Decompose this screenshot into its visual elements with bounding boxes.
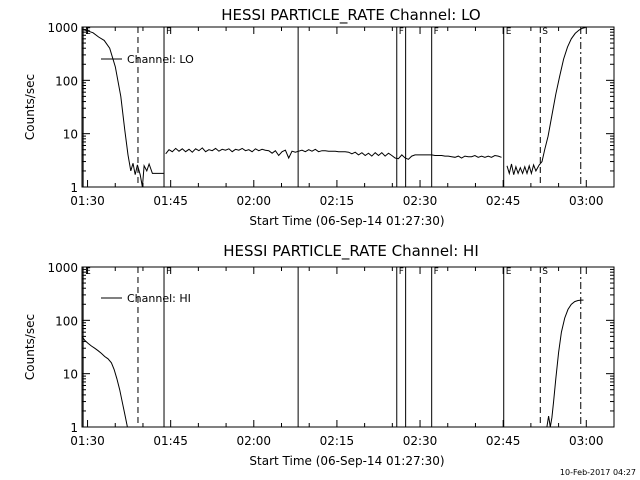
chart-title: HESSI PARTICLE_RATE Channel: LO xyxy=(221,6,480,25)
legend-label: Channel: HI xyxy=(127,292,191,305)
event-marker-label: F xyxy=(399,27,404,37)
event-marker-label: F xyxy=(434,27,439,37)
x-tick-label: 01:45 xyxy=(153,434,188,448)
event-marker-label: F xyxy=(166,27,171,37)
x-axis-label: Start Time (06-Sep-14 01:27:30) xyxy=(249,214,444,228)
x-tick-label: 03:00 xyxy=(569,194,604,208)
event-marker-label: F xyxy=(434,267,439,277)
event-marker-label: E xyxy=(506,267,512,277)
series-line xyxy=(81,28,164,188)
x-tick-label: 03:00 xyxy=(569,434,604,448)
x-axis-label: Start Time (06-Sep-14 01:27:30) xyxy=(249,454,444,468)
event-marker-label: F xyxy=(166,267,171,277)
series-line xyxy=(81,336,128,428)
x-tick-label: 02:00 xyxy=(236,434,271,448)
series-line xyxy=(546,299,584,428)
footer-timestamp: 10-Feb-2017 04:27 xyxy=(560,468,636,477)
y-axis-label: Counts/sec xyxy=(23,314,37,380)
chart-title: HESSI PARTICLE_RATE Channel: HI xyxy=(223,242,479,261)
x-tick-label: 02:00 xyxy=(236,194,271,208)
x-tick-label: 02:30 xyxy=(403,434,438,448)
lo-channel-panel: HESSI PARTICLE_RATE Channel: LO Counts/s… xyxy=(23,6,615,228)
y-tick-label: 10 xyxy=(63,128,78,142)
event-marker-label: E xyxy=(506,27,512,37)
y-tick-label: 100 xyxy=(55,74,78,88)
y-axis-label: Counts/sec xyxy=(23,74,37,140)
x-tick-label: 02:15 xyxy=(320,434,355,448)
y-tick-label: 1000 xyxy=(47,21,78,35)
y-tick-label: 1 xyxy=(70,181,78,195)
hi-channel-panel: HESSI PARTICLE_RATE Channel: HI Counts/s… xyxy=(23,242,615,468)
x-tick-label: 02:15 xyxy=(320,194,355,208)
legend-label: Channel: LO xyxy=(127,53,194,66)
event-marker-label: E xyxy=(85,27,91,37)
y-tick-label: 1000 xyxy=(47,261,78,275)
event-marker-label: E xyxy=(85,267,91,277)
y-tick-label: 10 xyxy=(63,368,78,382)
series-line xyxy=(506,27,586,176)
x-tick-label: 01:30 xyxy=(70,194,105,208)
x-tick-label: 02:30 xyxy=(403,194,438,208)
event-marker-label: S xyxy=(542,267,548,277)
x-tick-label: 02:45 xyxy=(486,194,521,208)
x-tick-label: 02:45 xyxy=(486,434,521,448)
plot-frame xyxy=(81,26,615,188)
event-marker-label: F xyxy=(399,267,404,277)
x-tick-label: 01:45 xyxy=(153,194,188,208)
x-tick-label: 01:30 xyxy=(70,434,105,448)
plot-frame xyxy=(81,266,615,428)
y-tick-label: 100 xyxy=(55,314,78,328)
event-marker-label: S xyxy=(542,27,548,37)
y-tick-label: 1 xyxy=(70,421,78,435)
series-line xyxy=(165,147,502,160)
